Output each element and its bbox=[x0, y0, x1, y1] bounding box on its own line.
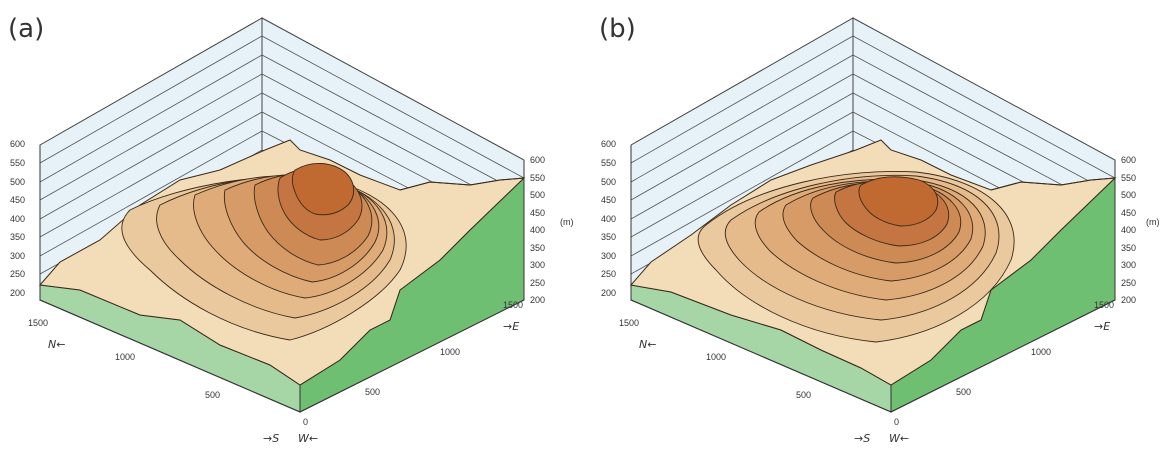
panel-label: (b) bbox=[599, 14, 636, 44]
x-axis: 0 500 1000 1500 bbox=[303, 300, 523, 427]
direction-labels: N← →S W← →E bbox=[48, 320, 519, 445]
direction-labels: N← →S W← →E bbox=[639, 320, 1110, 445]
panel-b: (b) bbox=[591, 0, 1167, 456]
z-tick: 200 bbox=[530, 295, 545, 305]
x-tick: 0 bbox=[894, 417, 899, 427]
y-tick: 500 bbox=[205, 390, 220, 400]
z-tick: 500 bbox=[530, 190, 545, 200]
dir-south: →S bbox=[854, 432, 870, 445]
y-tick: 1000 bbox=[115, 352, 135, 362]
z-tick: 350 bbox=[530, 243, 545, 253]
x-tick: 1000 bbox=[440, 347, 460, 357]
z-tick: 250 bbox=[601, 269, 616, 279]
z-tick: 200 bbox=[1121, 295, 1136, 305]
dir-east: →E bbox=[503, 320, 519, 333]
z-tick: 400 bbox=[530, 225, 545, 235]
z-tick: 450 bbox=[10, 195, 25, 205]
x-tick: 500 bbox=[956, 387, 971, 397]
z-tick: 300 bbox=[1121, 260, 1136, 270]
y-axis: 1500 1000 500 bbox=[28, 318, 220, 400]
z-tick: 400 bbox=[10, 214, 25, 224]
y-tick: 500 bbox=[796, 390, 811, 400]
z-tick: 550 bbox=[1121, 173, 1136, 183]
y-tick: 1500 bbox=[28, 318, 48, 328]
z-tick: 500 bbox=[1121, 190, 1136, 200]
y-axis: 1500 1000 500 bbox=[619, 318, 811, 400]
z-tick: 450 bbox=[601, 195, 616, 205]
z-tick: 300 bbox=[601, 251, 616, 261]
dir-south: →S bbox=[263, 432, 279, 445]
terrain-3d-plot-a: 600 550 500 450 400 350 300 250 200 600 … bbox=[10, 17, 574, 445]
panel-label: (a) bbox=[8, 14, 45, 44]
z-tick: 450 bbox=[1121, 208, 1136, 218]
z-tick: 250 bbox=[10, 269, 25, 279]
z-tick: 250 bbox=[530, 278, 545, 288]
x-tick: 0 bbox=[303, 417, 308, 427]
dir-east: →E bbox=[1094, 320, 1110, 333]
terrain-3d-plot-b: 600 550 500 450 400 350 300 250 200 600 … bbox=[601, 17, 1160, 445]
z-tick: 300 bbox=[530, 260, 545, 270]
x-tick: 1500 bbox=[503, 300, 523, 310]
y-tick: 1000 bbox=[706, 352, 726, 362]
x-tick: 500 bbox=[365, 387, 380, 397]
x-tick: 1500 bbox=[1094, 300, 1114, 310]
z-axis-right: 600 550 500 450 400 350 300 250 200 (m) bbox=[530, 155, 574, 305]
panel-a: (a) bbox=[0, 0, 583, 456]
z-tick: 600 bbox=[1121, 155, 1136, 165]
z-tick: 550 bbox=[530, 173, 545, 183]
z-tick: 600 bbox=[10, 139, 25, 149]
z-tick: 300 bbox=[10, 251, 25, 261]
z-tick: 500 bbox=[601, 177, 616, 187]
x-axis: 0 500 1000 1500 bbox=[894, 300, 1114, 427]
z-tick: 600 bbox=[530, 155, 545, 165]
z-tick: 550 bbox=[601, 158, 616, 168]
east-ridge bbox=[399, 177, 525, 191]
contour-lines bbox=[697, 171, 1015, 343]
z-unit: (m) bbox=[560, 217, 574, 227]
z-axis-left: 600 550 500 450 400 350 300 250 200 bbox=[601, 139, 616, 298]
z-axis-right: 600 550 500 450 400 350 300 250 200 (m) bbox=[1121, 155, 1160, 305]
z-tick: 350 bbox=[601, 232, 616, 242]
dir-west: W← bbox=[298, 432, 318, 445]
dir-north: N← bbox=[639, 338, 656, 351]
z-unit: (m) bbox=[1146, 217, 1160, 227]
z-tick: 400 bbox=[601, 214, 616, 224]
z-tick: 400 bbox=[1121, 225, 1136, 235]
z-tick: 450 bbox=[530, 208, 545, 218]
contour-lines bbox=[121, 163, 407, 341]
z-tick: 500 bbox=[10, 177, 25, 187]
z-axis-left: 600 550 500 450 400 350 300 250 200 bbox=[10, 139, 25, 298]
z-tick: 550 bbox=[10, 158, 25, 168]
z-tick: 200 bbox=[601, 288, 616, 298]
z-tick: 350 bbox=[1121, 243, 1136, 253]
y-tick: 1500 bbox=[619, 318, 639, 328]
dir-west: W← bbox=[889, 432, 909, 445]
z-tick: 250 bbox=[1121, 278, 1136, 288]
z-tick: 350 bbox=[10, 232, 25, 242]
z-tick: 200 bbox=[10, 288, 25, 298]
x-tick: 1000 bbox=[1031, 347, 1051, 357]
z-tick: 600 bbox=[601, 139, 616, 149]
east-ridge bbox=[990, 177, 1116, 191]
dir-north: N← bbox=[48, 338, 65, 351]
